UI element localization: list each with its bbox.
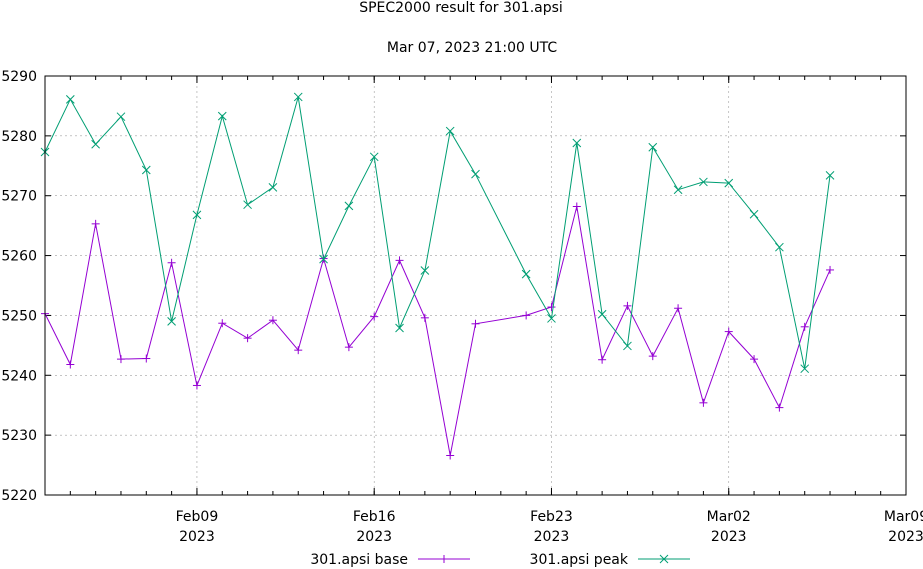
data-point-301-apsi-peak: [825, 171, 835, 180]
series-line-301-apsi-base: [44, 206, 831, 456]
data-point-301-apsi-base: [572, 202, 581, 211]
data-point-301-apsi-peak: [116, 112, 126, 122]
data-point-301-apsi-peak: [344, 201, 354, 211]
x-tick-label: Feb09: [176, 509, 219, 525]
axis-layer: 5220 5230 5240 5250 5260 5270 5280 5290 Feb09 202…: [1, 69, 923, 545]
data-point-301-apsi-peak: [141, 165, 151, 175]
x-tick-year-label: 2023: [534, 529, 570, 545]
data-point-301-apsi-base: [598, 355, 607, 364]
y-tick-label: 5240: [1, 368, 37, 384]
data-point-301-apsi-base: [192, 381, 201, 390]
data-point-301-apsi-base: [116, 355, 125, 364]
data-point-301-apsi-peak: [167, 317, 176, 326]
legend-marker-301-apsi-peak: [659, 554, 669, 564]
legend-label-301-apsi-peak: 301.apsi peak: [530, 552, 629, 568]
data-point-301-apsi-base: [522, 311, 531, 320]
data-point-301-apsi-base: [395, 256, 404, 265]
data-point-301-apsi-peak: [749, 209, 759, 219]
data-point-301-apsi-peak: [395, 323, 404, 333]
x-tick-year-label: 2023: [356, 529, 392, 545]
data-point-301-apsi-peak: [243, 200, 252, 210]
data-point-301-apsi-base: [623, 301, 632, 310]
x-tick-year-label: 2023: [711, 529, 747, 545]
y-tick-label: 5220: [1, 488, 37, 504]
legend-marker-301-apsi-base: [440, 555, 448, 563]
data-point-301-apsi-base: [674, 304, 683, 313]
data-point-301-apsi-base: [800, 322, 809, 331]
legend-label-301-apsi-base: 301.apsi base: [310, 552, 408, 568]
data-point-301-apsi-peak: [800, 364, 810, 374]
data-point-301-apsi-base: [547, 303, 556, 312]
data-point-301-apsi-base: [471, 319, 480, 328]
data-point-301-apsi-peak: [699, 177, 708, 187]
x-tick-label: Mar02: [707, 509, 751, 525]
y-tick-label: 5260: [1, 249, 37, 265]
data-point-301-apsi-base: [648, 352, 657, 361]
data-point-301-apsi-peak: [91, 139, 101, 149]
data-point-301-apsi-base: [826, 265, 835, 274]
data-point-301-apsi-base: [243, 334, 252, 343]
data-point-301-apsi-base: [446, 451, 455, 460]
data-point-301-apsi-peak: [471, 169, 480, 179]
data-point-301-apsi-base: [775, 403, 784, 412]
data-point-301-apsi-peak: [293, 92, 303, 102]
data-point-301-apsi-peak: [623, 341, 632, 351]
data-point-301-apsi-peak: [775, 242, 784, 252]
data-point-301-apsi-peak: [648, 142, 658, 152]
data-point-301-apsi-peak: [597, 309, 607, 319]
plot-frame: [44, 75, 907, 496]
data-point-301-apsi-base: [294, 346, 303, 355]
data-point-301-apsi-peak: [192, 210, 202, 220]
legend: 301.apsi base 301.apsi peak: [310, 552, 690, 568]
chart-subtitle: Mar 07, 2023 21:00 UTC: [387, 40, 557, 56]
y-tick-label: 5230: [1, 428, 37, 444]
chart-title: SPEC2000 result for 301.apsi: [359, 0, 563, 16]
y-tick-label: 5280: [1, 129, 37, 145]
y-tick-label: 5250: [1, 308, 37, 324]
data-point-301-apsi-base: [66, 360, 75, 369]
data-point-301-apsi-peak: [724, 178, 734, 188]
grid-layer: [45, 76, 906, 495]
x-tick-label: Feb16: [353, 509, 396, 525]
x-tick-year-label: 2023: [888, 529, 923, 545]
y-tick-label: 5290: [1, 69, 37, 85]
x-tick-label: Mar09: [884, 509, 923, 525]
data-point-301-apsi-peak: [369, 152, 379, 162]
data-point-301-apsi-base: [370, 312, 379, 321]
x-tick-label: Feb23: [530, 509, 573, 525]
data-point-301-apsi-peak: [268, 182, 278, 192]
data-point-301-apsi-base: [699, 398, 708, 407]
data-point-301-apsi-peak: [319, 254, 328, 264]
data-point-301-apsi-base: [750, 355, 759, 364]
x-tick-year-label: 2023: [179, 529, 215, 545]
series-layer: [40, 92, 835, 460]
data-point-301-apsi-base: [218, 319, 227, 328]
data-point-301-apsi-peak: [420, 266, 430, 275]
data-point-301-apsi-base: [420, 313, 429, 322]
data-point-301-apsi-base: [268, 316, 277, 325]
data-point-301-apsi-base: [142, 354, 151, 363]
data-point-301-apsi-base: [724, 327, 733, 336]
data-point-301-apsi-base: [91, 219, 100, 228]
data-point-301-apsi-peak: [673, 185, 683, 195]
data-point-301-apsi-peak: [445, 126, 455, 136]
y-tick-label: 5270: [1, 189, 37, 205]
data-point-301-apsi-peak: [217, 111, 227, 121]
data-point-301-apsi-base: [344, 343, 353, 352]
data-point-301-apsi-peak: [547, 314, 556, 323]
series-line-301-apsi-peak: [44, 96, 831, 369]
data-point-301-apsi-peak: [65, 94, 75, 104]
data-point-301-apsi-peak: [521, 269, 531, 279]
data-point-301-apsi-base: [167, 258, 176, 267]
data-point-301-apsi-peak: [572, 138, 582, 148]
